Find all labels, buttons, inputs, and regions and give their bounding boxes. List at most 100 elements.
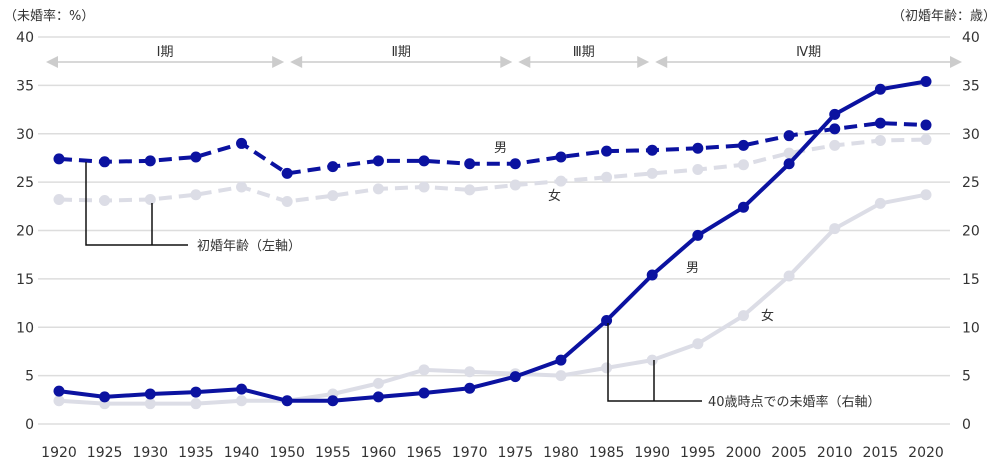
- y-tick-label-right: 20: [962, 224, 980, 240]
- period-label: Ⅱ期: [392, 45, 411, 60]
- data-point: [464, 184, 476, 196]
- data-point: [601, 314, 613, 326]
- data-point: [692, 164, 704, 176]
- data-point: [464, 366, 476, 378]
- data-point: [372, 155, 384, 167]
- data-point: [783, 270, 795, 282]
- data-point: [281, 395, 293, 407]
- x-tick-label: 1965: [406, 445, 442, 461]
- data-point: [464, 382, 476, 394]
- period-arrow-head-right: [500, 56, 513, 68]
- data-point: [601, 362, 613, 374]
- female-rate-label: 女: [761, 308, 774, 324]
- period-arrow-head-right: [272, 56, 285, 68]
- data-point: [236, 383, 248, 395]
- data-point: [53, 194, 65, 206]
- x-tick-label: 2010: [817, 445, 853, 461]
- y-tick-label-right: 5: [962, 369, 971, 385]
- data-point: [236, 137, 248, 149]
- y-tick-label-right: 15: [962, 272, 980, 288]
- data-point: [464, 158, 476, 170]
- data-point: [692, 338, 704, 350]
- y-tick-label-right: 0: [962, 417, 971, 433]
- data-point: [783, 147, 795, 159]
- data-point: [190, 151, 202, 163]
- data-point: [418, 364, 430, 376]
- x-tick-label: 1955: [315, 445, 351, 461]
- data-point: [190, 398, 202, 410]
- data-point: [509, 158, 521, 170]
- data-point: [144, 155, 156, 167]
- period-arrow-head-right: [950, 56, 962, 68]
- y-tick-label-right: 35: [962, 78, 980, 94]
- data-point: [601, 145, 613, 157]
- data-point: [418, 155, 430, 167]
- data-point: [920, 189, 932, 201]
- data-point: [144, 398, 156, 410]
- data-point: [372, 391, 384, 403]
- age-leader-line: [85, 162, 188, 246]
- data-point: [190, 386, 202, 398]
- y-tick-label-left: 10: [16, 320, 34, 336]
- data-point: [829, 223, 841, 235]
- data-point: [144, 388, 156, 400]
- series-line: [58, 121, 927, 176]
- period-arrow-head-left: [655, 56, 668, 68]
- data-point: [236, 181, 248, 193]
- data-point: [555, 175, 567, 187]
- data-point: [874, 197, 886, 209]
- data-point: [920, 134, 932, 146]
- data-point: [53, 385, 65, 397]
- x-tick-label: 2015: [863, 445, 899, 461]
- series-line: [58, 192, 927, 406]
- y-tick-label-right: 40: [962, 30, 980, 46]
- data-point: [372, 183, 384, 195]
- age-label: 初婚年齢（左軸）: [197, 239, 301, 254]
- data-point: [53, 153, 65, 165]
- data-point: [509, 179, 521, 191]
- data-point: [783, 130, 795, 142]
- y-tick-label-right: 10: [962, 320, 980, 336]
- data-point: [327, 395, 339, 407]
- data-point: [646, 354, 658, 366]
- data-point: [99, 195, 111, 207]
- series-line: [58, 79, 927, 403]
- rate-label: 40歳時点での未婚率（右軸）: [708, 394, 881, 410]
- data-point: [99, 391, 111, 403]
- period-label: Ⅲ期: [573, 45, 595, 60]
- y-tick-label-left: 35: [16, 78, 34, 94]
- data-point: [783, 158, 795, 170]
- data-point: [144, 194, 156, 206]
- period-arrow-head-right: [637, 56, 650, 68]
- x-tick-label: 1920: [41, 445, 77, 461]
- x-tick-label: 1950: [269, 445, 305, 461]
- data-point: [281, 195, 293, 207]
- x-tick-label: 1990: [634, 445, 670, 461]
- data-point: [737, 310, 749, 322]
- data-point: [281, 167, 293, 179]
- x-tick-label: 2000: [726, 445, 762, 461]
- y-tick-label-left: 15: [16, 272, 34, 288]
- x-tick-label: 1935: [178, 445, 214, 461]
- x-tick-label: 1960: [361, 445, 397, 461]
- data-point: [418, 181, 430, 193]
- data-point: [874, 83, 886, 95]
- left-axis-unit: （未婚率：%）: [4, 8, 94, 24]
- data-point: [920, 119, 932, 131]
- data-point: [646, 144, 658, 156]
- data-point: [646, 269, 658, 281]
- data-point: [53, 395, 65, 407]
- y-tick-label-left: 30: [16, 127, 34, 143]
- data-point: [692, 142, 704, 154]
- period-arrow-head-left: [518, 56, 531, 68]
- y-tick-label-left: 0: [25, 417, 34, 433]
- data-point: [418, 387, 430, 399]
- x-tick-label: 1925: [87, 445, 123, 461]
- x-tick-label: 1970: [452, 445, 488, 461]
- period-arrow-head-left: [290, 56, 303, 68]
- y-tick-label-left: 25: [16, 175, 34, 191]
- rate-leader-line: [607, 323, 702, 402]
- data-point: [555, 151, 567, 163]
- data-point: [692, 229, 704, 241]
- data-point: [99, 156, 111, 168]
